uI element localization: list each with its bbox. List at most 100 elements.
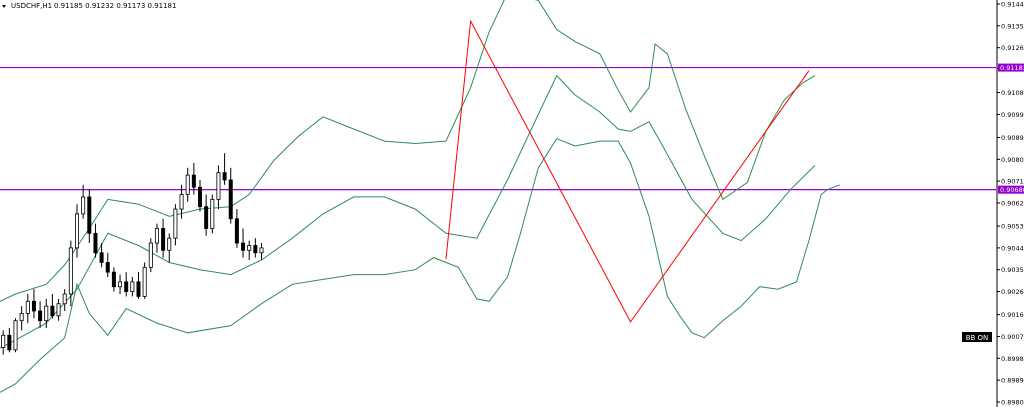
candle-body [99,252,104,263]
candle-body [62,293,67,305]
chart-menu-icon[interactable] [2,5,6,8]
candle [191,162,196,195]
candle [50,294,55,319]
candle-body [259,247,264,254]
candle [216,165,221,210]
candle-body [222,172,227,181]
candle-body [173,208,178,239]
candle-body [179,194,184,210]
candles [1,153,264,355]
candle [167,233,172,263]
candle-body [148,242,153,268]
candle [111,267,116,292]
candle-body [31,300,36,312]
candle [13,318,18,353]
candle [161,218,166,258]
axis-tick-label: 0.91265 [1001,44,1024,52]
price-tag-label-2: 0.90680 [1000,186,1024,194]
candle [62,289,67,311]
bollinger-lower [0,138,840,393]
candle [228,167,233,224]
price-axis: 0.914450.913550.912650.911800.910800.909… [996,0,1024,407]
candle-body [136,281,141,297]
candle-body [118,281,123,288]
candle [210,194,215,234]
candle-body [25,300,30,314]
candle [179,184,184,219]
axis-tick-label: 0.90165 [1001,311,1024,319]
candle-body [44,305,49,322]
candle-body [154,228,159,244]
candle-body [19,313,24,322]
candle [259,243,264,261]
axis-tick-label: 0.89805 [1001,399,1024,407]
axis-tick-label: 0.90805 [1001,156,1024,164]
zigzag [445,19,810,323]
candle-body [105,262,110,273]
candle-body [185,174,190,195]
candle [136,272,141,299]
axis-tick-label: 0.89985 [1001,355,1024,363]
candle [253,238,258,258]
bb-button-label[interactable]: BB ON [966,334,989,342]
candle [124,272,129,297]
bollinger-upper [0,0,816,302]
price-tag-2 [998,185,1024,194]
candle [31,289,36,319]
candle-body [247,245,252,251]
candle [44,298,49,328]
candle [75,204,80,258]
candle-body [1,334,6,348]
bb-button-bg[interactable] [962,332,992,342]
axis-tick-label: 0.90625 [1001,200,1024,208]
candle-body [210,198,215,229]
candle-body [142,266,147,297]
candle-body [13,320,18,351]
candle-body [197,186,202,208]
candle [87,189,92,244]
ohlc-readout: 0.91185 0.91232 0.91173 0.91181 [54,2,176,10]
candle [81,184,86,219]
candle-body [93,232,98,254]
axis-tick-label: 0.90075 [1001,333,1024,341]
price-tags: 0.91183 0.90680 [998,63,1024,194]
candle-body [130,281,135,292]
candle-body [167,237,172,251]
candle [7,327,12,353]
candle [148,238,153,273]
candle [1,330,6,355]
candle-body [204,206,209,229]
candle-body [7,334,12,351]
candle [222,153,227,185]
candle [118,274,123,295]
candle-body [50,305,55,317]
candle-body [81,196,86,215]
candle-body [68,247,73,295]
candle [204,194,209,236]
candle [154,223,159,253]
candle-body [216,172,221,200]
candle-body [87,196,92,234]
bb-button[interactable]: BB ON [962,332,992,342]
axis-tick-label: 0.91445 [1001,1,1024,9]
axis-tick-label: 0.90895 [1001,134,1024,142]
candle-body [253,245,258,254]
candle [234,209,239,248]
candle [19,306,24,331]
candle-body [56,303,61,317]
candle-body [234,218,239,244]
candle-body [191,174,196,188]
candle [68,240,73,307]
candle [38,301,43,328]
price-tag-1 [998,63,1024,72]
candle [105,252,110,278]
candle [185,167,190,202]
